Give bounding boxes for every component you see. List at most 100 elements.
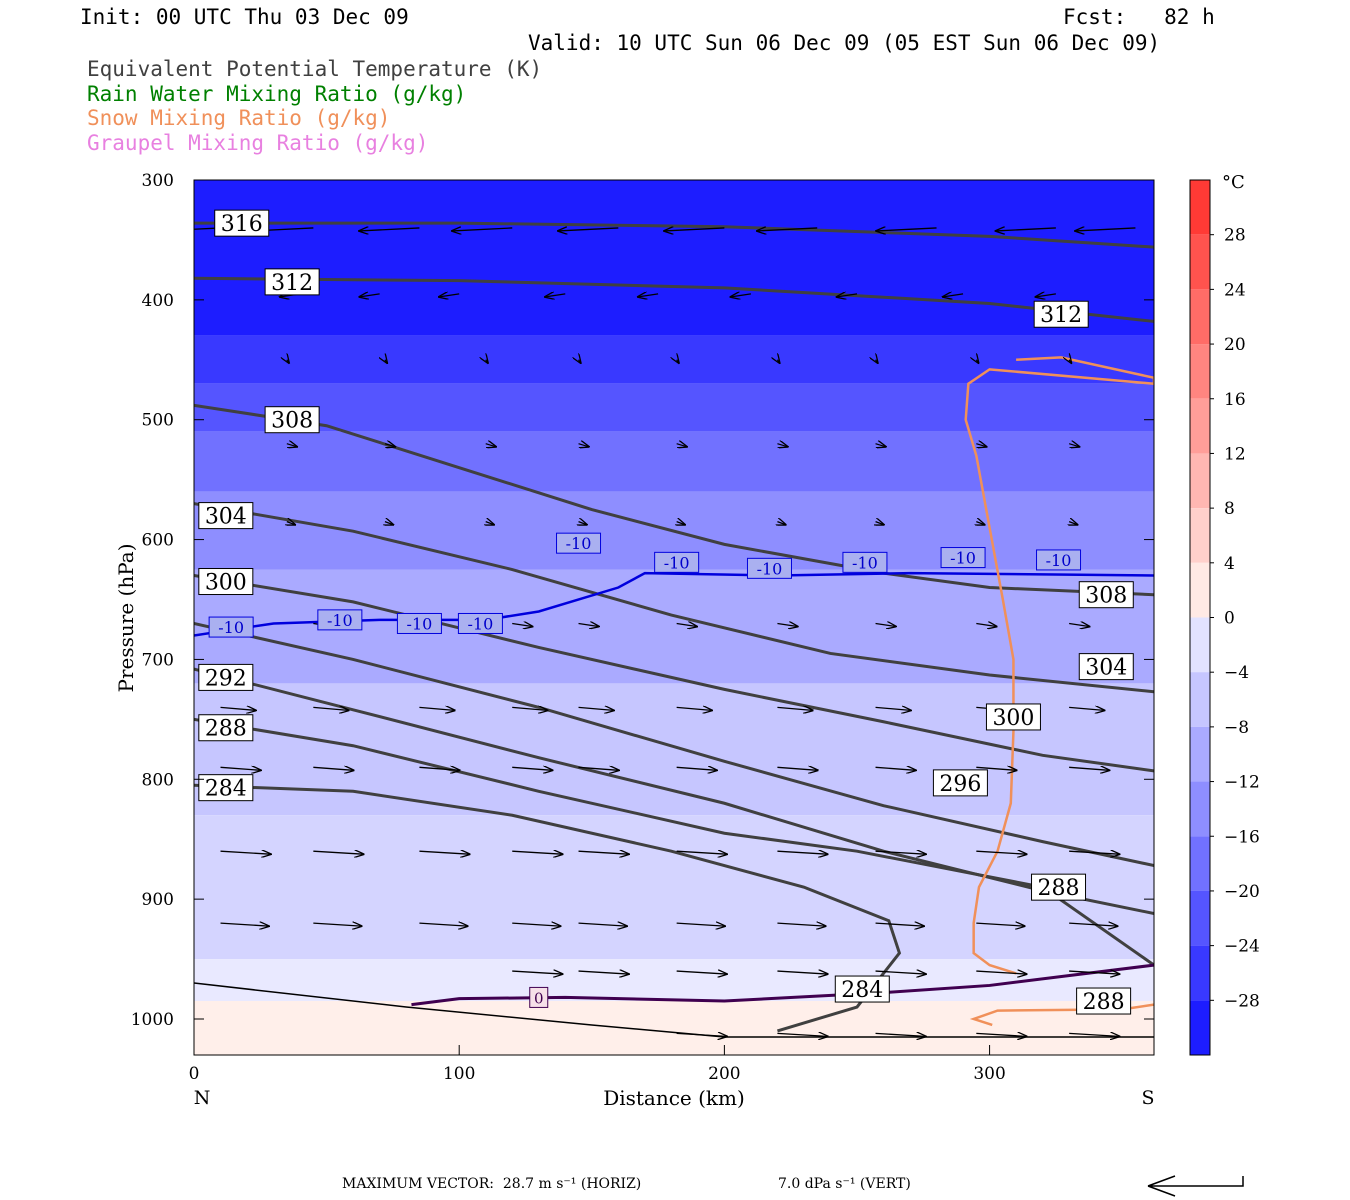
theta-e-contour-300 — [194, 574, 1154, 773]
theta-e-contour-304 — [194, 502, 1154, 694]
y-tick-label: 900 — [142, 890, 174, 910]
wind-vector — [1075, 228, 1136, 231]
wind-vector — [512, 923, 560, 926]
isotherm-label-box — [1036, 549, 1082, 571]
wind-vector — [578, 767, 619, 770]
y-tick-label: 700 — [142, 650, 174, 670]
theta-e-label-box — [198, 568, 254, 596]
wind-vector — [1069, 707, 1104, 710]
x-axis-label: Distance (km) — [603, 1086, 745, 1110]
wind-vector — [419, 923, 467, 926]
wind-vector — [875, 1033, 926, 1036]
forecast-hour: Fcst: 82 h — [1063, 5, 1215, 29]
colorbar-segment — [1190, 562, 1210, 618]
x-tick-label: 200 — [708, 1064, 740, 1084]
wind-vector — [976, 444, 986, 447]
theta-e-label-box — [198, 502, 254, 530]
wind-vector — [545, 294, 566, 297]
colorbar-label: 28 — [1224, 226, 1246, 246]
x-tick-label: 300 — [973, 1064, 1005, 1084]
colorbar-label: 12 — [1224, 444, 1246, 464]
wind-vector — [976, 623, 996, 626]
wind-vector — [486, 522, 494, 525]
wind-vector — [777, 360, 779, 363]
wind-vector — [976, 851, 1026, 854]
snow-mixing-contour-lower — [969, 1003, 1154, 1027]
wind-vector — [194, 227, 221, 230]
colorbar-unit: °C — [1222, 172, 1245, 193]
colorbar-label: −16 — [1224, 827, 1260, 847]
wind-vector — [385, 522, 393, 525]
theta-e-label: 316 — [221, 212, 263, 237]
x-tick-label: 100 — [443, 1064, 475, 1084]
colorbar-label: −24 — [1224, 937, 1260, 957]
wind-vector — [578, 971, 629, 974]
isotherm-label-box — [940, 547, 986, 569]
theta-e-label-box — [1078, 581, 1134, 609]
isotherm-label: -10 — [664, 553, 690, 572]
colorbar-segment — [1190, 234, 1210, 290]
wind-vector — [385, 360, 387, 363]
wind-vector — [287, 360, 289, 363]
wind-vector — [220, 851, 271, 854]
isotherm-label-box — [654, 551, 700, 573]
wind-vector — [1069, 522, 1077, 525]
temperature-band — [194, 815, 1154, 960]
wind-vector — [777, 851, 827, 854]
wind-vector — [777, 444, 787, 447]
wind-vector — [677, 522, 685, 525]
legend-graupel: Graupel Mixing Ratio (g/kg) — [87, 131, 429, 155]
temperature-band — [194, 383, 1154, 432]
wind-vector — [313, 767, 353, 770]
theta-e-label: 288 — [1083, 990, 1125, 1015]
theta-e-label-box — [1031, 873, 1087, 901]
isotherm-label-box — [746, 557, 792, 579]
wind-vector — [220, 923, 269, 926]
wind-vector — [876, 522, 884, 525]
temperature-band — [194, 959, 1154, 1002]
wind-vector — [777, 522, 785, 525]
y-tick-label: 400 — [142, 291, 174, 311]
legend-theta-e: Equivalent Potential Temperature (K) — [87, 57, 543, 81]
theta-e-label: 292 — [205, 666, 247, 691]
isotherm-label: -10 — [218, 618, 244, 637]
wind-vector — [875, 851, 926, 854]
x-tick-label: 0 — [189, 1064, 200, 1084]
footer-vert: 7.0 dPa s⁻¹ (VERT) — [778, 1176, 911, 1192]
colorbar-label: 4 — [1224, 554, 1235, 574]
isotherm-label: -10 — [1046, 551, 1072, 570]
colorbar-label: 0 — [1224, 609, 1235, 629]
isotherm-label: -10 — [950, 549, 976, 568]
wind-vector — [976, 971, 1026, 974]
theta-e-label: 312 — [271, 271, 313, 296]
theta-e-contour-296 — [194, 622, 1154, 868]
wind-vector — [676, 971, 727, 974]
legend-snow: Snow Mixing Ratio (g/kg) — [87, 106, 391, 130]
colorbar-label: 16 — [1224, 390, 1246, 410]
wind-vector — [1069, 360, 1071, 363]
colorbar-segment — [1190, 617, 1210, 673]
reference-vector-icon — [1147, 1175, 1244, 1197]
theta-e-label: 308 — [1085, 584, 1127, 609]
x-end-left-label: N — [194, 1087, 211, 1109]
wind-vector — [875, 623, 896, 626]
wind-vector — [976, 1033, 1026, 1036]
theta-e-label-box — [198, 774, 254, 802]
temperature-band — [194, 1001, 1154, 1055]
wind-vector — [578, 707, 614, 710]
wind-vector — [676, 923, 725, 926]
theta-e-label-box — [985, 703, 1041, 731]
y-tick-label: 1000 — [131, 1010, 174, 1030]
wind-vector — [419, 851, 469, 854]
wind-vector — [220, 767, 261, 770]
wind-vector — [676, 1033, 727, 1036]
theta-e-label-box — [1078, 653, 1134, 681]
zero-label: 0 — [534, 989, 544, 1007]
wind-vector — [676, 707, 712, 710]
wind-vector — [837, 294, 858, 297]
isotherm-label-box — [317, 609, 363, 631]
wind-vector — [578, 444, 589, 447]
y-tick-label: 600 — [142, 531, 174, 551]
wind-vector — [485, 444, 496, 447]
temperature-band — [194, 431, 1154, 492]
